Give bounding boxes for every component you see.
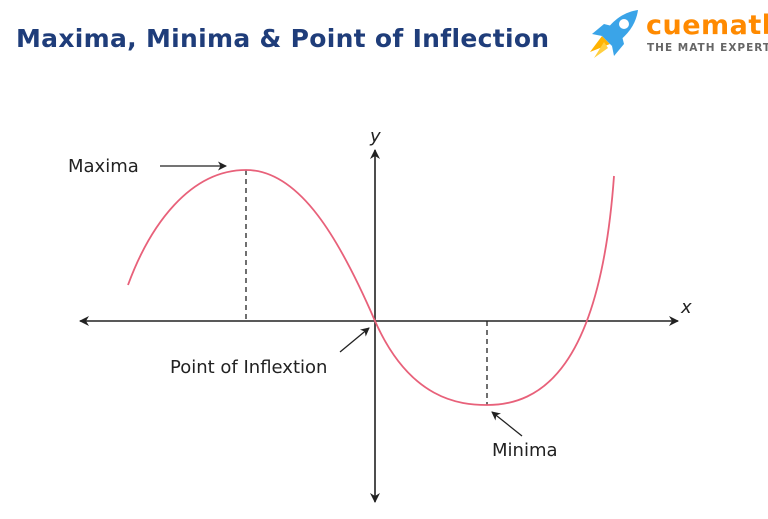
inflection-arrow — [339, 327, 370, 353]
page-title: Maxima, Minima & Point of Inflection — [16, 24, 550, 53]
x-axis-label: x — [680, 297, 692, 318]
rocket-icon — [590, 10, 638, 58]
brand-logo: cuemath THE MATH EXPERT — [584, 6, 768, 62]
minima-label: Minima — [492, 440, 558, 461]
brand-name: cuemath — [646, 10, 768, 41]
function-curve — [127, 169, 615, 406]
brand-tagline: THE MATH EXPERT — [647, 42, 768, 54]
maxima-label: Maxima — [68, 156, 139, 177]
y-axis-label: y — [369, 126, 381, 147]
inflection-label: Point of Inflextion — [170, 357, 327, 378]
minima-arrow — [491, 411, 523, 437]
